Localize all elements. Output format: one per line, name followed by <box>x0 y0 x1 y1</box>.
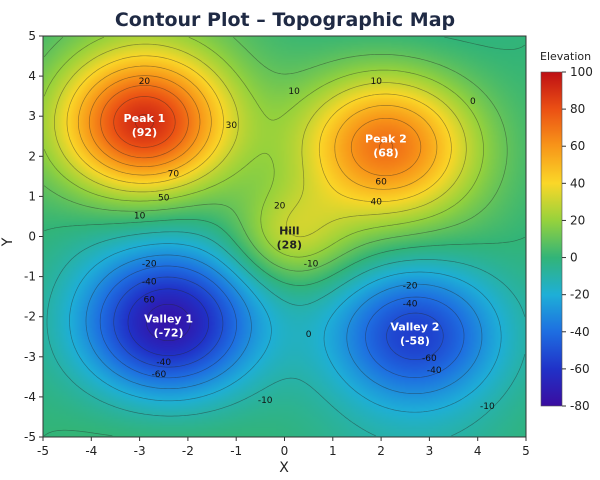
y-tick-label: 3 <box>28 109 36 123</box>
contour-line <box>127 288 210 357</box>
elevation-field <box>43 36 526 437</box>
y-tick-label: 1 <box>28 189 36 203</box>
y-tick-label: 2 <box>28 149 36 163</box>
contour-line <box>43 36 484 258</box>
contour-line <box>46 231 526 437</box>
colorbar-tick-label: -60 <box>570 362 590 376</box>
contour-line <box>145 303 191 342</box>
contour-value-label: -10 <box>480 402 495 412</box>
contour-line <box>85 254 483 394</box>
x-tick-label: -1 <box>230 444 242 458</box>
x-axis-ticks: -5 -4 -3 -2 -1 0 1 2 3 4 5 <box>37 437 530 458</box>
feature-value-label: (28) <box>277 239 302 252</box>
contour-line <box>88 75 422 177</box>
feature-value-label: (-72) <box>154 327 184 340</box>
x-tick-label: -4 <box>85 444 97 458</box>
feature-name-label: Valley 1 <box>144 313 193 326</box>
colorbar-gradient <box>540 71 563 407</box>
contour-value-label: 10 <box>134 211 146 221</box>
contour-value-label: 20 <box>274 201 286 211</box>
colorbar-tick-label: 60 <box>570 139 585 153</box>
colorbar-tick-label: -40 <box>570 325 590 339</box>
contour-value-label: -40 <box>427 366 442 376</box>
contour-value-label: 40 <box>371 197 383 207</box>
feature-name-label: Peak 2 <box>365 132 407 145</box>
y-tick-label: 5 <box>28 29 36 43</box>
chart-title: Contour Plot – Topographic Map <box>115 9 455 31</box>
contour-value-label: -60 <box>422 354 437 364</box>
contour-value-label: 50 <box>158 193 170 203</box>
contour-value-label: 30 <box>226 121 238 131</box>
plot-area <box>42 35 527 438</box>
contour-line <box>66 55 452 203</box>
y-tick-label: 0 <box>28 230 36 244</box>
contour-value-label: -40 <box>142 278 157 288</box>
y-tick-label: -2 <box>24 310 36 324</box>
colorbar-tick-label: 0 <box>570 251 578 265</box>
contour-lines <box>43 36 526 437</box>
y-tick-label: -1 <box>24 270 36 284</box>
colorbar-tick-label: 100 <box>570 65 593 79</box>
contour-line <box>113 276 444 368</box>
colorbar-tick-label: -20 <box>570 288 590 302</box>
x-tick-label: 4 <box>474 444 482 458</box>
feature-value-label: (92) <box>132 126 157 139</box>
feature-name-label: Peak 1 <box>124 112 166 125</box>
feature-name-label: Hill <box>279 225 300 238</box>
contour-value-label: 0 <box>470 97 476 107</box>
contour-value-label: 20 <box>139 77 151 87</box>
contour-value-label: -10 <box>258 396 273 406</box>
colorbar-title: Elevation <box>540 50 591 63</box>
x-tick-label: -3 <box>134 444 146 458</box>
feature-labels: Peak 1(92) Peak 2(68) Hill(28) Valley 1(-72… <box>124 112 440 348</box>
colorbar: Elevation 100 80 60 40 20 0 -20 -40 -60 -80 <box>540 50 593 413</box>
contour-value-label: 70 <box>168 169 180 179</box>
x-tick-label: 5 <box>522 444 530 458</box>
contour-value-label: 0 <box>306 330 312 340</box>
contour-line <box>77 65 438 190</box>
contour-value-label: -10 <box>304 260 319 270</box>
contour-line <box>134 114 154 131</box>
colorbar-tick-label: 40 <box>570 176 585 190</box>
contour-line <box>54 43 467 238</box>
contour-value-label: -60 <box>152 370 167 380</box>
x-axis-label: X <box>279 460 289 476</box>
contour-line <box>100 85 394 159</box>
contour-value-label: -20 <box>403 282 418 292</box>
x-tick-label: -2 <box>182 444 194 458</box>
feature-name-label: Valley 2 <box>390 321 439 334</box>
contour-value-label: 60 <box>375 177 387 187</box>
contour-value-label: 10 <box>371 77 383 87</box>
y-tick-label: -3 <box>24 350 36 364</box>
x-tick-label: 0 <box>281 444 289 458</box>
contour-line <box>99 265 465 379</box>
contour-value-label: 10 <box>288 87 300 97</box>
contour-line <box>43 36 525 437</box>
x-tick-label: 2 <box>377 444 385 458</box>
contour-value-label: -40 <box>156 358 171 368</box>
feature-value-label: (-58) <box>400 335 430 348</box>
contour-line <box>69 243 502 413</box>
contour-value-label: -20 <box>142 260 157 270</box>
contour-line <box>113 96 176 148</box>
y-axis-ticks: -5 -4 -3 -2 -1 0 1 2 3 4 5 <box>24 29 43 444</box>
y-tick-label: -4 <box>24 390 36 404</box>
colorbar-tick-label: 20 <box>570 213 585 227</box>
contour-value-label: 60 <box>144 296 156 306</box>
y-tick-label: -5 <box>24 430 36 444</box>
colorbar-ticks: 100 80 60 40 20 0 -20 -40 -60 -80 <box>562 65 593 413</box>
contour-value-label: -40 <box>403 300 418 310</box>
contour-line <box>43 36 508 272</box>
x-tick-label: 3 <box>426 444 434 458</box>
x-tick-label: -5 <box>37 444 49 458</box>
y-tick-label: 4 <box>28 69 36 83</box>
contour-labels: 20 70 50 10 30 10 10 0 60 40 20 -10 -20 -40 60 -40 -60 -2… <box>134 77 495 412</box>
y-axis-label: Y <box>0 237 16 247</box>
feature-value-label: (68) <box>373 146 398 159</box>
colorbar-tick-label: -80 <box>570 399 590 413</box>
colorbar-tick-label: 80 <box>570 102 585 116</box>
x-tick-label: 1 <box>329 444 337 458</box>
